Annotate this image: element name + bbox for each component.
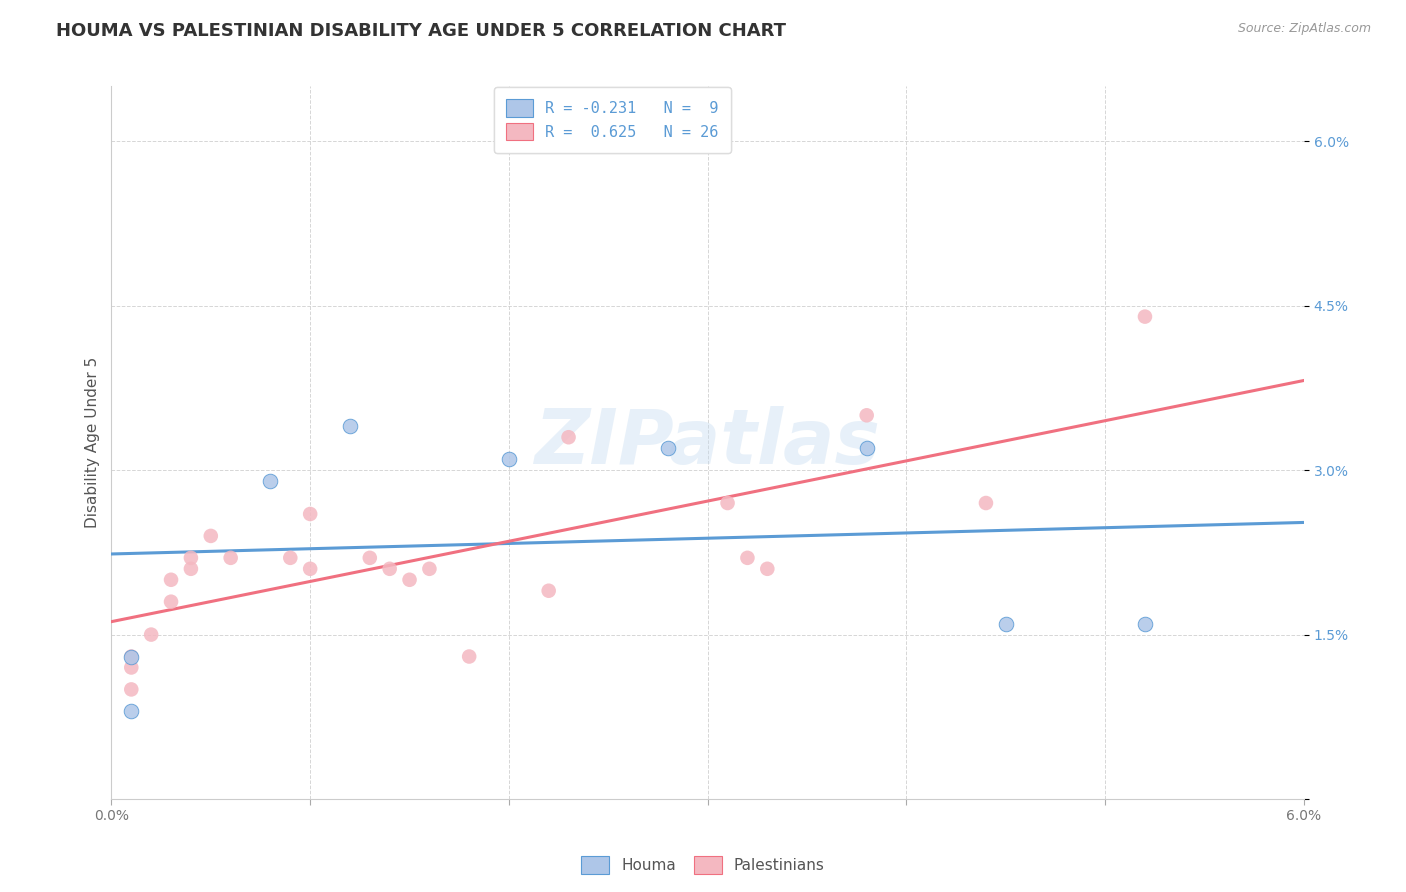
Text: HOUMA VS PALESTINIAN DISABILITY AGE UNDER 5 CORRELATION CHART: HOUMA VS PALESTINIAN DISABILITY AGE UNDE… <box>56 22 786 40</box>
Point <box>219 550 242 565</box>
Point <box>120 682 142 697</box>
Point <box>120 704 142 718</box>
Point <box>200 529 222 543</box>
Point <box>398 573 420 587</box>
Point <box>120 649 142 664</box>
Point <box>278 550 301 565</box>
Point <box>1133 616 1156 631</box>
Point <box>557 430 579 444</box>
Point <box>299 562 322 576</box>
Legend: Houma, Palestinians: Houma, Palestinians <box>575 850 831 880</box>
Point <box>855 409 877 423</box>
Point <box>180 562 202 576</box>
Point <box>418 562 440 576</box>
Point <box>657 441 679 455</box>
Point <box>537 583 560 598</box>
Point <box>120 649 142 664</box>
Point <box>737 550 759 565</box>
Text: ZIPatlas: ZIPatlas <box>534 406 880 480</box>
Point <box>716 496 738 510</box>
Point <box>259 474 281 488</box>
Point <box>120 660 142 674</box>
Point <box>160 573 183 587</box>
Point <box>141 627 163 641</box>
Point <box>378 562 401 576</box>
Point <box>339 419 361 434</box>
Point <box>458 649 481 664</box>
Point <box>1133 310 1156 324</box>
Point <box>974 496 997 510</box>
Point <box>498 452 520 467</box>
Legend: R = -0.231   N =  9, R =  0.625   N = 26: R = -0.231 N = 9, R = 0.625 N = 26 <box>494 87 731 153</box>
Point <box>756 562 779 576</box>
Point <box>994 616 1017 631</box>
Y-axis label: Disability Age Under 5: Disability Age Under 5 <box>86 357 100 528</box>
Text: Source: ZipAtlas.com: Source: ZipAtlas.com <box>1237 22 1371 36</box>
Point <box>160 595 183 609</box>
Point <box>299 507 322 521</box>
Point <box>180 550 202 565</box>
Point <box>359 550 381 565</box>
Point <box>855 441 877 455</box>
